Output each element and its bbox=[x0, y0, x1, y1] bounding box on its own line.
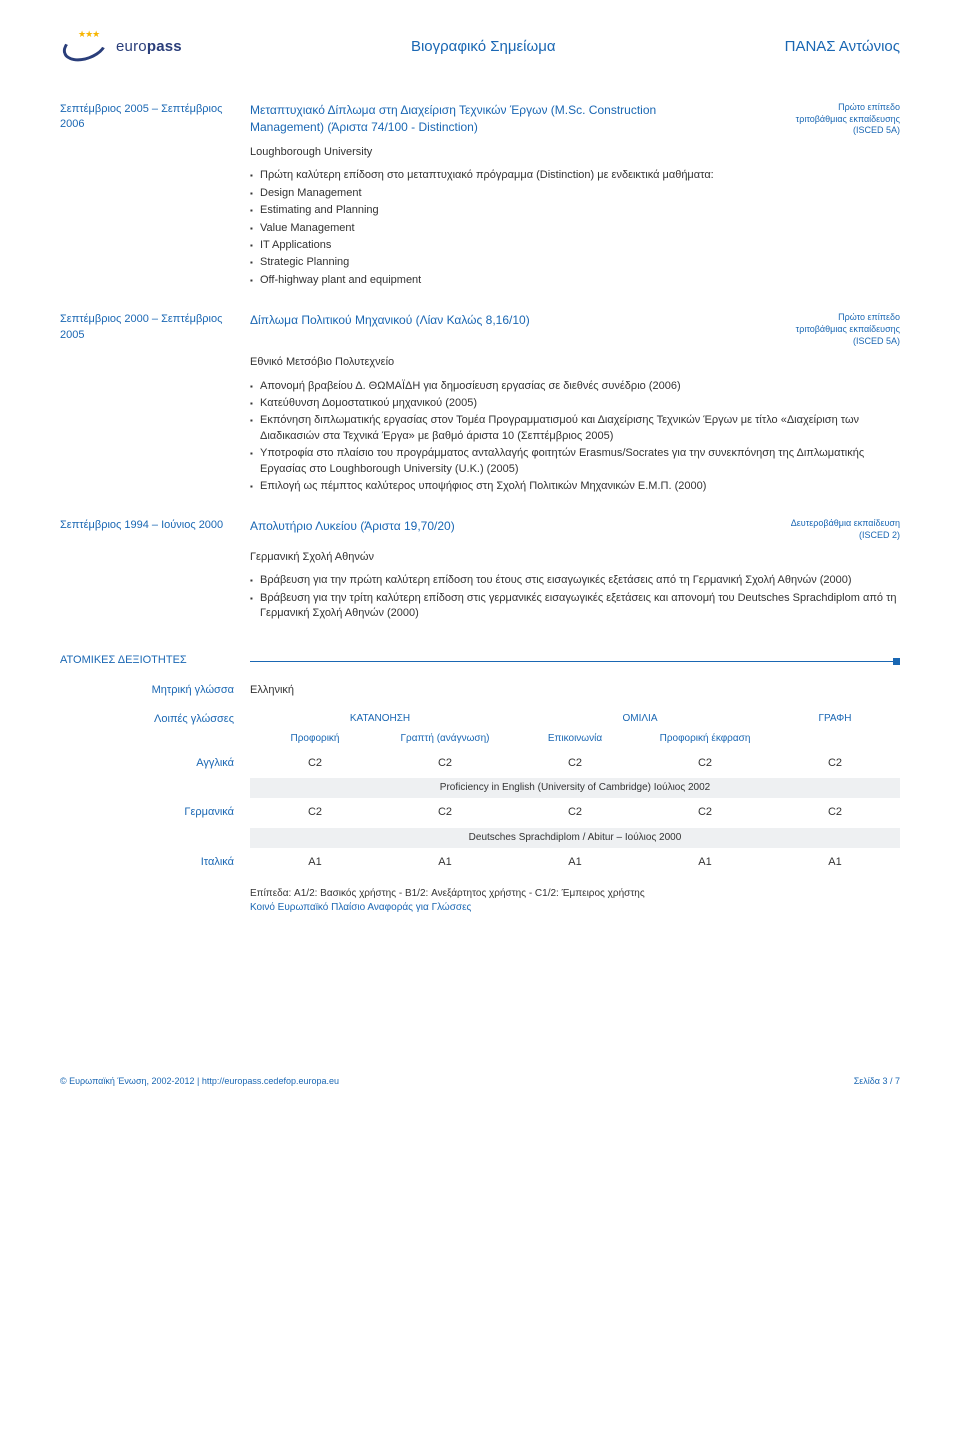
language-row: Αγγλικά C2 C2 C2 C2 C2 bbox=[60, 752, 900, 775]
footer-page-number: Σελίδα 3 / 7 bbox=[854, 1075, 900, 1088]
date-range: Σεπτέμβριος 1994 – Ιούνιος 2000 bbox=[60, 518, 234, 533]
language-name: Αγγλικά bbox=[60, 756, 250, 771]
level-cell: C2 bbox=[250, 801, 380, 824]
list-item: Κατεύθυνση Δομοστατικού μηχανικού (2005) bbox=[250, 396, 900, 411]
list-item: IT Applications bbox=[250, 238, 900, 253]
section-title: ΑΤΟΜΙΚΕΣ ΔΕΞΙΟΤΗΤΕΣ bbox=[60, 653, 250, 668]
subcol-interaction: Επικοινωνία bbox=[510, 732, 640, 746]
level-cell: C2 bbox=[250, 752, 380, 775]
list-item: Design Management bbox=[250, 186, 900, 201]
education-entry: Σεπτέμβριος 1994 – Ιούνιος 2000 Απολυτήρ… bbox=[60, 518, 900, 623]
details-list: Βράβευση για την πρώτη καλύτερη επίδοση … bbox=[250, 573, 900, 621]
levels-footnote: Επίπεδα: A1/2: Βασικός χρήστης - B1/2: Α… bbox=[60, 877, 900, 915]
details-list: Απονομή βραβείου Δ. ΘΩΜΑΪΔΗ για δημοσίευ… bbox=[250, 379, 900, 495]
list-item: Strategic Planning bbox=[250, 255, 900, 270]
level-cell: C2 bbox=[510, 752, 640, 775]
level-cell: C2 bbox=[380, 801, 510, 824]
isced-level: Δευτεροβάθμια εκπαίδευση (ISCED 2) bbox=[790, 518, 900, 541]
mother-tongue-label: Μητρική γλώσσα bbox=[60, 683, 250, 698]
subcol-reading: Γραπτή (ανάγνωση) bbox=[380, 732, 510, 746]
level-cell: C2 bbox=[640, 752, 770, 775]
certificate-row: Deutsches Sprachdiplom / Abitur – Ιούλιο… bbox=[60, 828, 900, 848]
person-name: ΠΑΝΑΣ Αντώνιος bbox=[785, 36, 900, 57]
institution-name: Γερμανική Σχολή Αθηνών bbox=[250, 550, 900, 565]
date-range: Σεπτέμβριος 2000 – Σεπτέμβριος 2005 bbox=[60, 312, 234, 343]
list-item: Πρώτη καλύτερη επίδοση στο μεταπτυχιακό … bbox=[250, 168, 900, 183]
logo-swoosh-icon: ★★★ bbox=[60, 30, 110, 62]
document-title: Βιογραφικό Σημείωμα bbox=[411, 36, 556, 57]
level-cell: A1 bbox=[250, 851, 380, 874]
list-item: Off-highway plant and equipment bbox=[250, 273, 900, 288]
language-row: Γερμανικά C2 C2 C2 C2 C2 bbox=[60, 801, 900, 824]
institution-name: Εθνικό Μετσόβιο Πολυτεχνείο bbox=[250, 355, 900, 370]
language-table-header: Λοιπές γλώσσες ΚΑΤΑΝΟΗΣΗ ΟΜΙΛΙΑ ΓΡΑΦΗ Πρ… bbox=[60, 712, 900, 752]
list-item: Βράβευση για την τρίτη καλύτερη επίδοση … bbox=[250, 591, 900, 622]
education-entry: Σεπτέμβριος 2005 – Σεπτέμβριος 2006 Μετα… bbox=[60, 102, 900, 290]
education-entry: Σεπτέμβριος 2000 – Σεπτέμβριος 2005 Δίπλ… bbox=[60, 312, 900, 496]
subcol-writing bbox=[770, 732, 900, 746]
list-item: Απονομή βραβείου Δ. ΘΩΜΑΪΔΗ για δημοσίευ… bbox=[250, 379, 900, 394]
list-item: Εκπόνηση διπλωματικής εργασίας στον Τομέ… bbox=[250, 413, 900, 444]
level-cell: A1 bbox=[510, 851, 640, 874]
level-cell: C2 bbox=[510, 801, 640, 824]
language-row: Ιταλικά A1 A1 A1 A1 A1 bbox=[60, 851, 900, 874]
col-speaking: ΟΜΙΛΙΑ bbox=[510, 712, 770, 726]
logo-text: europass bbox=[116, 36, 182, 57]
mother-tongue-value: Ελληνική bbox=[250, 683, 900, 698]
details-list: Πρώτη καλύτερη επίδοση στο μεταπτυχιακό … bbox=[250, 168, 900, 288]
list-item: Υποτροφία στο πλαίσιο του προγράμματος α… bbox=[250, 446, 900, 477]
cefr-link[interactable]: Κοινό Ευρωπαϊκό Πλαίσιο Αναφοράς για Γλώ… bbox=[250, 901, 900, 915]
subcol-oral: Προφορική bbox=[250, 732, 380, 746]
subcol-production: Προφορική έκφραση bbox=[640, 732, 770, 746]
certificate-text: Proficiency in English (University of Ca… bbox=[250, 778, 900, 798]
level-cell: A1 bbox=[640, 851, 770, 874]
level-cell: C2 bbox=[380, 752, 510, 775]
col-understanding: ΚΑΤΑΝΟΗΣΗ bbox=[250, 712, 510, 726]
language-name: Ιταλικά bbox=[60, 855, 250, 870]
footer-url[interactable]: http://europass.cedefop.europa.eu bbox=[202, 1076, 339, 1086]
qualification-title: Απολυτήριο Λυκείου (Άριστα 19,70/20) bbox=[250, 518, 455, 535]
certificate-text: Deutsches Sprachdiplom / Abitur – Ιούλιο… bbox=[250, 828, 900, 848]
list-item: Επιλογή ως πέμπτος καλύτερος υποψήφιος σ… bbox=[250, 479, 900, 494]
level-cell: C2 bbox=[770, 752, 900, 775]
page-footer: © Ευρωπαϊκή Ένωση, 2002-2012 | http://eu… bbox=[60, 1075, 900, 1088]
list-item: Estimating and Planning bbox=[250, 203, 900, 218]
section-divider bbox=[250, 661, 900, 662]
certificate-row: Proficiency in English (University of Ca… bbox=[60, 778, 900, 798]
list-item: Βράβευση για την πρώτη καλύτερη επίδοση … bbox=[250, 573, 900, 588]
level-cell: A1 bbox=[380, 851, 510, 874]
institution-name: Loughborough University bbox=[250, 145, 900, 160]
europass-logo: ★★★ europass bbox=[60, 30, 182, 62]
levels-legend: Επίπεδα: A1/2: Βασικός χρήστης - B1/2: Α… bbox=[250, 887, 900, 901]
date-range: Σεπτέμβριος 2005 – Σεπτέμβριος 2006 bbox=[60, 102, 234, 133]
qualification-title: Μεταπτυχιακό Δίπλωμα στη Διαχείριση Τεχν… bbox=[250, 102, 720, 136]
footer-left: © Ευρωπαϊκή Ένωση, 2002-2012 | http://eu… bbox=[60, 1075, 339, 1088]
isced-level: Πρώτο επίπεδο τριτοβάθμιας εκπαίδευσης (… bbox=[790, 312, 900, 347]
list-item: Value Management bbox=[250, 221, 900, 236]
isced-level: Πρώτο επίπεδο τριτοβάθμιας εκπαίδευσης (… bbox=[790, 102, 900, 137]
other-languages-label: Λοιπές γλώσσες bbox=[60, 712, 250, 752]
col-writing: ΓΡΑΦΗ bbox=[770, 712, 900, 726]
level-cell: C2 bbox=[640, 801, 770, 824]
language-name: Γερμανικά bbox=[60, 805, 250, 820]
level-cell: A1 bbox=[770, 851, 900, 874]
page-header: ★★★ europass Βιογραφικό Σημείωμα ΠΑΝΑΣ Α… bbox=[60, 30, 900, 62]
qualification-title: Δίπλωμα Πολιτικού Μηχανικού (Λίαν Καλώς … bbox=[250, 312, 530, 329]
mother-tongue-row: Μητρική γλώσσα Ελληνική bbox=[60, 683, 900, 698]
section-header-skills: ΑΤΟΜΙΚΕΣ ΔΕΞΙΟΤΗΤΕΣ bbox=[60, 653, 900, 668]
level-cell: C2 bbox=[770, 801, 900, 824]
